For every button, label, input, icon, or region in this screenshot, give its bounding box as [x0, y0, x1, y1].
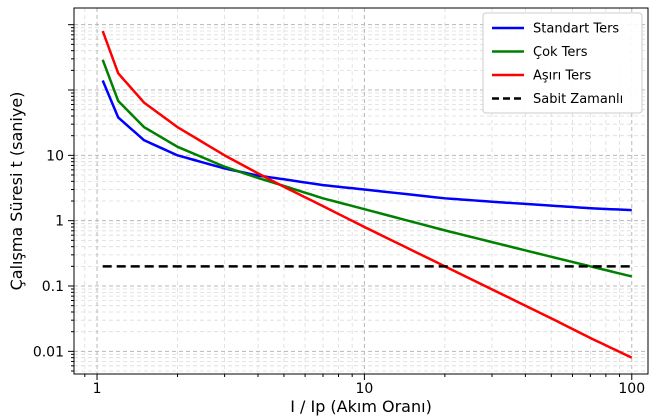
series-line [101, 59, 633, 278]
x-tick-label: 10 [355, 381, 373, 397]
y-tick-label: 1 [55, 214, 64, 230]
x-axis: 1 10 100 [84, 374, 645, 397]
legend-label: Sabit Zamanlı [533, 92, 623, 107]
legend-label: Standart Ters [533, 22, 619, 37]
x-axis-label: I / Ip (Akım Oranı) [290, 397, 432, 416]
y-axis-label: Çalışma Süresi t (saniye) [7, 92, 26, 291]
legend-label: Çok Ters [533, 45, 588, 60]
y-tick-label: 0.1 [42, 279, 64, 295]
y-tick-label: 0.01 [33, 344, 64, 360]
y-tick-label: 10 [46, 148, 64, 164]
legend: Standart Ters Çok Ters Aşırı Ters Sabit Zam… [482, 12, 643, 114]
legend-box [482, 12, 643, 114]
legend-label: Aşırı Ters [533, 69, 591, 84]
series-lines [101, 30, 633, 359]
series-line [101, 79, 632, 212]
x-tick-label: 100 [618, 381, 645, 397]
x-tick-label: 1 [93, 381, 102, 397]
series-line [101, 30, 633, 359]
plot-frame [73, 7, 649, 375]
y-axis: 0.01 0.1 1 10 [33, 24, 74, 372]
